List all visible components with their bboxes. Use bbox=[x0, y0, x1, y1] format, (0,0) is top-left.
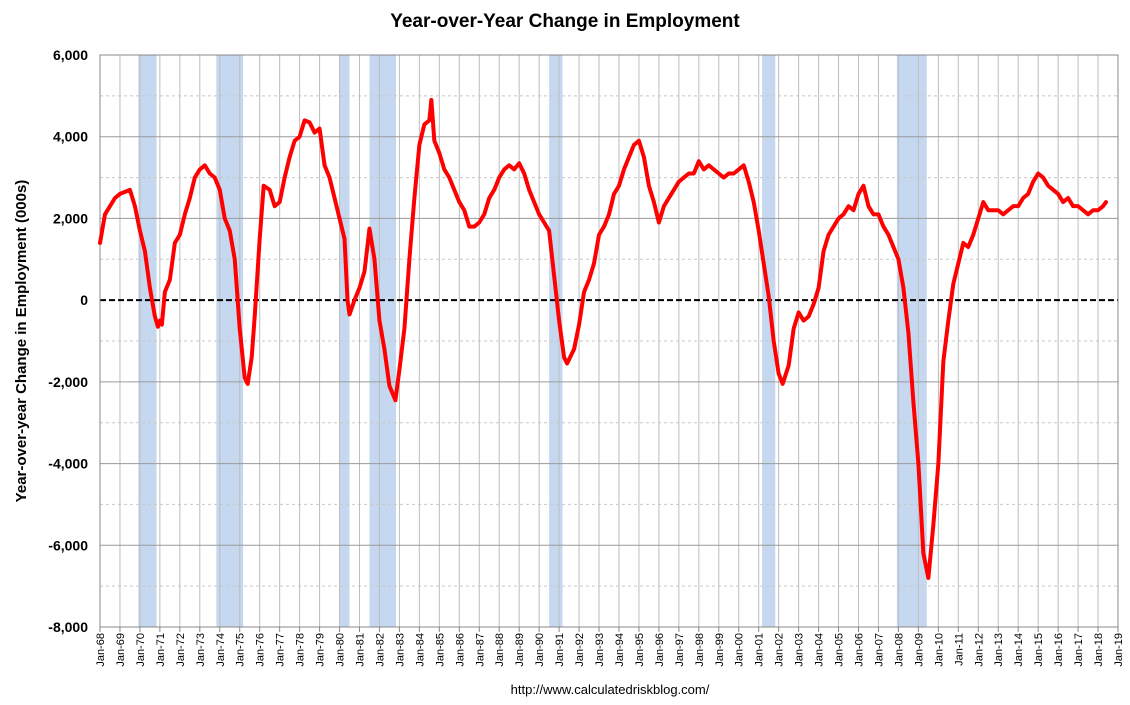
x-tick-label: Jan-78 bbox=[295, 633, 307, 667]
x-tick-label: Jan-94 bbox=[614, 633, 626, 667]
x-tick-label: Jan-10 bbox=[933, 633, 945, 667]
x-tick-label: Jan-90 bbox=[534, 633, 546, 667]
x-tick-label: Jan-98 bbox=[694, 633, 706, 667]
x-tick-label: Jan-02 bbox=[774, 633, 786, 667]
x-tick-label: Jan-14 bbox=[1013, 633, 1025, 667]
x-tick-label: Jan-74 bbox=[215, 633, 227, 667]
recession-band bbox=[339, 55, 350, 627]
y-tick-label: -4,000 bbox=[48, 456, 88, 472]
y-tick-label: -8,000 bbox=[48, 619, 88, 635]
x-tick-label: Jan-03 bbox=[794, 633, 806, 667]
x-tick-label: Jan-79 bbox=[315, 633, 327, 667]
y-tick-label: 4,000 bbox=[53, 129, 88, 145]
x-tick-label: Jan-95 bbox=[634, 633, 646, 667]
x-tick-label: Jan-83 bbox=[394, 633, 406, 667]
x-tick-label: Jan-00 bbox=[734, 633, 746, 667]
x-tick-label: Jan-99 bbox=[714, 633, 726, 667]
x-tick-label: Jan-19 bbox=[1113, 633, 1125, 667]
x-tick-label: Jan-81 bbox=[354, 633, 366, 667]
x-tick-label: Jan-87 bbox=[474, 633, 486, 667]
x-tick-label: Jan-17 bbox=[1073, 633, 1085, 667]
x-tick-label: Jan-15 bbox=[1033, 633, 1045, 667]
y-tick-label: -6,000 bbox=[48, 537, 88, 553]
x-tick-label: Jan-70 bbox=[135, 633, 147, 667]
x-tick-label: Jan-71 bbox=[155, 633, 167, 667]
x-tick-label: Jan-82 bbox=[374, 633, 386, 667]
y-tick-label: 0 bbox=[80, 292, 88, 308]
x-tick-label: Jan-97 bbox=[674, 633, 686, 667]
plot-border bbox=[99, 54, 1119, 628]
x-tick-label: Jan-89 bbox=[514, 633, 526, 667]
x-tick-label: Jan-85 bbox=[434, 633, 446, 667]
x-tick-label: Jan-12 bbox=[973, 633, 985, 667]
x-tick-label: Jan-73 bbox=[195, 633, 207, 667]
x-tick-label: Jan-18 bbox=[1093, 633, 1105, 667]
x-tick-label: Jan-08 bbox=[893, 633, 905, 667]
y-axis-label: Year-over-year Change in Employment (000… bbox=[13, 180, 30, 503]
x-tick-label: Jan-77 bbox=[275, 633, 287, 667]
x-tick-label: Jan-69 bbox=[115, 633, 127, 667]
x-tick-label: Jan-06 bbox=[854, 633, 866, 667]
x-tick-label: Jan-76 bbox=[255, 633, 267, 667]
x-tick-label: Jan-09 bbox=[913, 633, 925, 667]
x-tick-label: Jan-92 bbox=[574, 633, 586, 667]
x-tick-label: Jan-96 bbox=[654, 633, 666, 667]
x-tick-label: Jan-05 bbox=[834, 633, 846, 667]
x-tick-label: Jan-86 bbox=[454, 633, 466, 667]
x-tick-label: Jan-04 bbox=[814, 633, 826, 667]
x-tick-label: Jan-68 bbox=[95, 633, 107, 667]
x-tick-label: Jan-07 bbox=[873, 633, 885, 667]
x-tick-label: Jan-91 bbox=[554, 633, 566, 667]
y-tick-label: 6,000 bbox=[53, 47, 88, 63]
recession-band bbox=[138, 55, 157, 627]
x-tick-label: Jan-16 bbox=[1053, 633, 1065, 667]
x-tick-label: Jan-11 bbox=[953, 633, 965, 666]
chart-title: Year-over-Year Change in Employment bbox=[390, 11, 740, 32]
x-tick-label: Jan-93 bbox=[594, 633, 606, 667]
x-tick-label: Jan-72 bbox=[175, 633, 187, 667]
x-tick-label: Jan-75 bbox=[235, 633, 247, 667]
y-tick-label: -2,000 bbox=[48, 374, 88, 390]
x-tick-label: Jan-84 bbox=[414, 633, 426, 667]
data-line bbox=[98, 97, 1109, 580]
x-tick-label: Jan-01 bbox=[754, 633, 766, 667]
x-tick-label: Jan-88 bbox=[494, 633, 506, 667]
x-tick-label: Jan-80 bbox=[335, 633, 347, 667]
x-tick-label: Jan-13 bbox=[993, 633, 1005, 667]
source: http://www.calculatedriskblog.com/ bbox=[511, 682, 710, 697]
y-tick-label: 2,000 bbox=[53, 210, 88, 226]
